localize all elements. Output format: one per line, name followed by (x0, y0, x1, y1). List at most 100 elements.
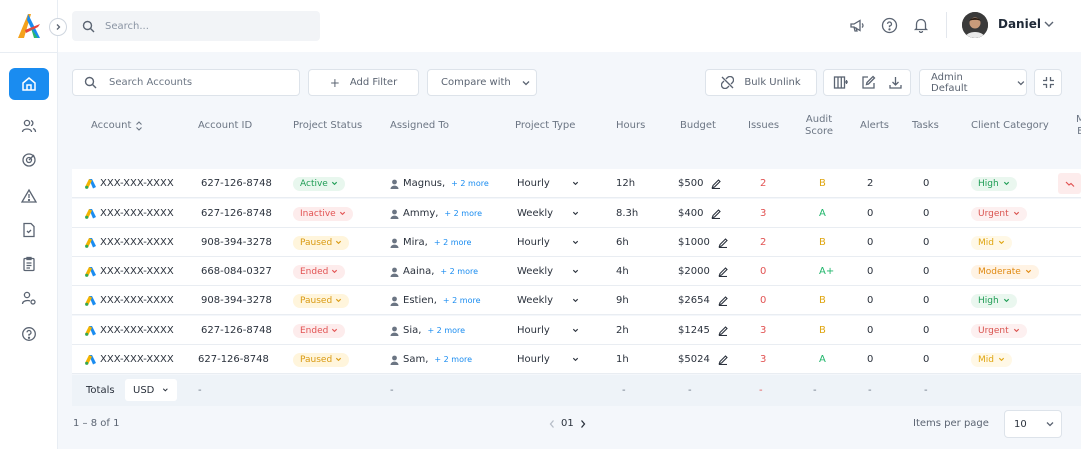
more-assignees-link[interactable]: + 2 more (444, 209, 483, 218)
table-row[interactable]: XXX-XXX-XXXX 627-126-8748 Ended Sia, + 2 mor… (72, 316, 1081, 345)
project-type-dropdown[interactable]: Weekly (517, 257, 579, 286)
more-assignees-link[interactable]: + 2 more (433, 238, 472, 247)
budget-cell[interactable]: $500 (678, 169, 722, 198)
category-badge[interactable]: Mid (971, 352, 1012, 367)
project-type-dropdown[interactable]: Weekly (517, 199, 579, 228)
currency-dropdown[interactable]: USD (125, 379, 177, 401)
avatar[interactable] (962, 12, 988, 38)
status-badge[interactable]: Ended (293, 264, 346, 279)
category-badge[interactable]: High (971, 293, 1017, 308)
assigned-to-cell[interactable]: Ammy, + 2 more (390, 199, 482, 228)
project-status-cell[interactable]: Ended (293, 316, 346, 345)
project-type-dropdown[interactable]: Hourly (517, 169, 579, 198)
sidebar-collapse-button[interactable] (49, 18, 67, 36)
global-search-input[interactable]: Search... (72, 11, 320, 41)
edit-icon[interactable] (711, 208, 722, 219)
account-cell[interactable]: XXX-XXX-XXXX (85, 257, 174, 286)
project-status-cell[interactable]: Paused (293, 228, 350, 257)
assigned-to-cell[interactable]: Mira, + 2 more (390, 228, 471, 257)
status-badge[interactable]: Paused (293, 293, 350, 308)
status-badge[interactable]: Active (293, 176, 345, 191)
client-category-cell[interactable]: Moderate (971, 257, 1039, 286)
budget-cell[interactable]: $1245 (678, 316, 728, 345)
items-per-page-dropdown[interactable]: 10 (1004, 410, 1062, 438)
status-badge[interactable]: Inactive (293, 206, 353, 221)
column-header-issues[interactable]: Issues (748, 120, 780, 131)
column-header-project-type[interactable]: Project Type (515, 120, 576, 131)
more-assignees-link[interactable]: + 2 more (440, 267, 479, 276)
category-badge[interactable]: Urgent (971, 206, 1027, 221)
announcements-button[interactable] (847, 15, 867, 35)
account-cell[interactable]: XXX-XXX-XXXX (85, 169, 174, 198)
column-header-tasks[interactable]: Tasks (912, 120, 939, 131)
project-status-cell[interactable]: Paused (293, 286, 350, 315)
category-badge[interactable]: Mid (971, 235, 1012, 250)
assigned-to-cell[interactable]: Aaina, + 2 more (390, 257, 478, 286)
compare-with-dropdown[interactable]: Compare with (427, 69, 537, 96)
table-row[interactable]: XXX-XXX-XXXX 627-126-8748 Active Magnus, + 2… (72, 169, 1081, 198)
budget-cell[interactable]: $2654 (678, 286, 728, 315)
budget-cell[interactable]: $1000 (678, 228, 728, 257)
sidebar-item-users[interactable] (9, 110, 49, 142)
column-header-project-status[interactable]: Project Status (293, 120, 363, 131)
chevron-down-icon[interactable] (1042, 17, 1056, 31)
sidebar-item-alerts[interactable] (9, 180, 49, 212)
edit-button[interactable] (857, 70, 879, 94)
view-selector-dropdown[interactable]: Admin Default (919, 69, 1027, 96)
edit-icon[interactable] (718, 354, 728, 365)
edit-icon[interactable] (718, 266, 728, 277)
download-button[interactable] (884, 70, 906, 94)
sort-icon[interactable] (135, 121, 143, 131)
project-status-cell[interactable]: Inactive (293, 199, 353, 228)
column-header-audit-score[interactable]: Audit Score (805, 113, 833, 139)
add-filter-button[interactable]: + Add Filter (308, 69, 419, 96)
account-cell[interactable]: XXX-XXX-XXXX (85, 345, 174, 374)
bulk-unlink-button[interactable]: Bulk Unlink (705, 69, 817, 96)
assigned-to-cell[interactable]: Estien, + 2 more (390, 286, 481, 315)
sidebar-item-help[interactable] (9, 318, 49, 350)
edit-icon[interactable] (718, 295, 728, 306)
notifications-button[interactable] (911, 15, 931, 35)
project-status-cell[interactable]: Paused (293, 345, 350, 374)
client-category-cell[interactable]: High (971, 169, 1017, 198)
column-header-budget[interactable]: Budget (680, 120, 716, 131)
search-accounts-input[interactable]: Search Accounts (72, 69, 300, 96)
columns-button[interactable] (829, 70, 851, 94)
column-header-account-id[interactable]: Account ID (198, 120, 253, 131)
project-type-dropdown[interactable]: Hourly (517, 345, 579, 374)
client-category-cell[interactable]: Mid (971, 345, 1012, 374)
more-assignees-link[interactable]: + 2 more (434, 355, 473, 364)
account-cell[interactable]: XXX-XXX-XXXX (85, 228, 174, 257)
trend-badge[interactable] (1058, 173, 1081, 194)
budget-cell[interactable]: $400 (678, 199, 722, 228)
column-header-assigned-to[interactable]: Assigned To (390, 120, 449, 131)
status-badge[interactable]: Ended (293, 323, 346, 338)
user-name[interactable]: Daniel (998, 17, 1041, 31)
more-assignees-link[interactable]: + 2 more (442, 296, 481, 305)
table-row[interactable]: XXX-XXX-XXXX 627-126-8748 Paused Sam, + 2 mo… (72, 345, 1081, 374)
edit-icon[interactable] (711, 178, 722, 189)
column-header-client-category[interactable]: Client Category (971, 120, 1049, 131)
table-row[interactable]: XXX-XXX-XXXX 668-084-0327 Ended Aaina, + 2 m… (72, 257, 1081, 286)
project-type-dropdown[interactable]: Hourly (517, 228, 579, 257)
table-row[interactable]: XXX-XXX-XXXX 908-394-3278 Paused Mira, + 2 m… (72, 228, 1081, 257)
client-category-cell[interactable]: Urgent (971, 199, 1027, 228)
budget-cell[interactable]: $2000 (678, 257, 728, 286)
project-type-dropdown[interactable]: Hourly (517, 316, 579, 345)
category-badge[interactable]: High (971, 176, 1017, 191)
budget-cell[interactable]: $5024 (678, 345, 728, 374)
help-button[interactable] (879, 15, 899, 35)
column-header-hours[interactable]: Hours (616, 120, 646, 131)
category-badge[interactable]: Moderate (971, 264, 1039, 279)
status-badge[interactable]: Paused (293, 352, 350, 367)
table-row[interactable]: XXX-XXX-XXXX 627-126-8748 Inactive Ammy, + 2… (72, 199, 1081, 228)
more-assignees-link[interactable]: + 2 more (427, 326, 466, 335)
status-badge[interactable]: Paused (293, 235, 350, 250)
client-category-cell[interactable]: Urgent (971, 316, 1027, 345)
sidebar-item-home[interactable] (9, 68, 49, 100)
sidebar-item-user-settings[interactable] (9, 282, 49, 314)
column-header-alerts[interactable]: Alerts (860, 120, 890, 131)
category-badge[interactable]: Urgent (971, 323, 1027, 338)
project-type-dropdown[interactable]: Weekly (517, 286, 579, 315)
edit-icon[interactable] (718, 237, 728, 248)
